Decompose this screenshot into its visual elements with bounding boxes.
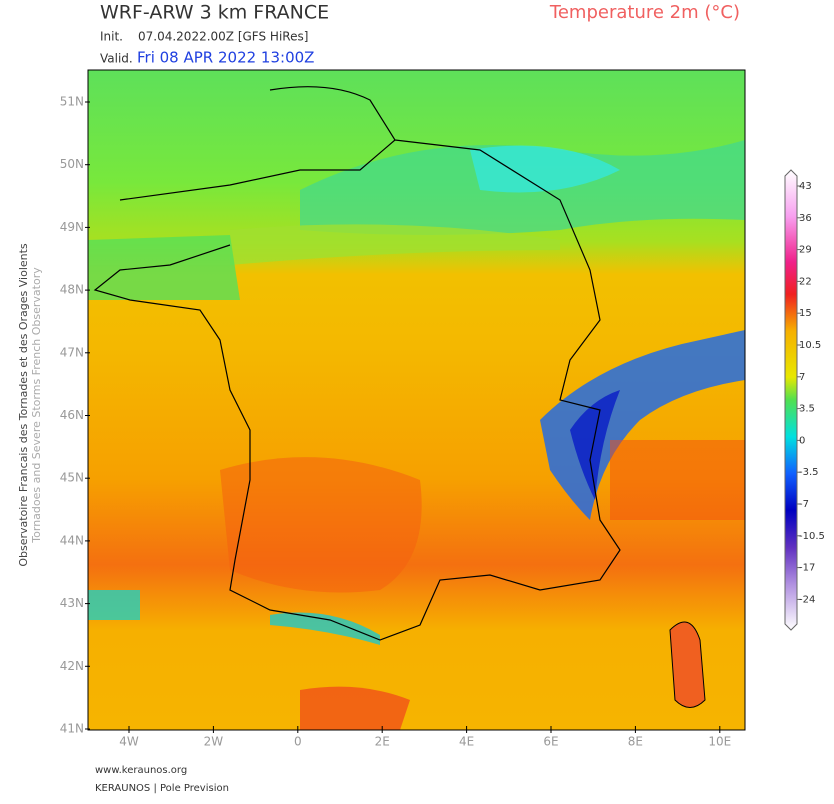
lat-label: 46N [60, 408, 84, 422]
colorbar-label: 29 [799, 245, 812, 256]
colorbar: 43 36 29 22 15 10.5 7 3.5 0 -3.5 -7 -10.5 -17 -24 [784, 169, 825, 631]
parameter: Temperature 2m (°C) [549, 2, 740, 23]
colorbar-label: 15 [799, 308, 812, 319]
pyrenees [270, 612, 380, 645]
lon-label: 4W [119, 735, 139, 749]
warm-zone [300, 686, 410, 730]
lat-label: 45N [60, 471, 84, 485]
lat-label: 43N [60, 596, 84, 610]
cool-zone [470, 145, 620, 193]
colorbar-label: 0 [799, 435, 805, 446]
footer-url: www.keraunos.org [95, 765, 187, 776]
lat-label: 49N [60, 220, 84, 234]
valid-label: Valid. [100, 52, 133, 66]
lon-label: 0 [294, 735, 302, 749]
footer-credit: KERAUNOS | Pole Prevision [95, 783, 229, 794]
colorbar-label: -17 [799, 563, 815, 574]
colorbar-ticks: 43 36 29 22 15 10.5 7 3.5 0 -3.5 -7 -10.5 -17 -24 [797, 181, 825, 605]
side-line2: Tornadoes and Severe Storms French Obser… [30, 267, 43, 544]
lat-label: 41N [60, 722, 84, 736]
side-line1: Observatoire Francais des Tornades et de… [17, 243, 30, 567]
lat-label: 48N [60, 283, 84, 297]
brittany-cool [88, 235, 240, 300]
corsica [669, 621, 706, 708]
colorbar-label: 36 [799, 213, 812, 224]
pyrenees-west [88, 590, 140, 620]
lon-label: 4E [459, 735, 474, 749]
warm-zone [220, 457, 422, 593]
colorbar-bar [784, 169, 798, 631]
axes: 51N 50N 49N 48N 47N 46N 45N 44N 43N 42N 41N 4W 2W 0 2E… [60, 95, 731, 749]
map [87, 69, 746, 731]
init-value: 07.04.2022.00Z [GFS HiRes] [138, 30, 308, 44]
lon-label: 8E [628, 735, 643, 749]
lat-label: 51N [60, 95, 84, 109]
lat-label: 44N [60, 533, 84, 547]
map-frame [87, 69, 746, 731]
colorbar-label: 43 [799, 181, 812, 192]
lon-label: 6E [543, 735, 558, 749]
lon-label: 2E [375, 735, 390, 749]
valid-value: Fri 08 APR 2022 13:00Z [137, 49, 314, 67]
alps-coldest [570, 390, 620, 500]
init-label: Init. [100, 30, 123, 44]
colorbar-label: -24 [799, 594, 815, 605]
colorbar-label: -10.5 [799, 531, 825, 542]
colorbar-label: -7 [799, 499, 809, 510]
title: WRF-ARW 3 km FRANCE [100, 2, 329, 24]
side-text: Observatoire Francais des Tornades et de… [17, 243, 43, 567]
warm-zone [610, 440, 745, 520]
lat-label: 50N [60, 157, 84, 171]
colorbar-label: 3.5 [799, 404, 815, 415]
lat-label: 47N [60, 345, 84, 359]
lon-label: 10E [708, 735, 731, 749]
colorbar-label: -3.5 [799, 467, 819, 478]
colorbar-label: 22 [799, 276, 812, 287]
coastline [93, 86, 621, 641]
lon-label: 2W [204, 735, 224, 749]
transition-zone [230, 224, 560, 265]
colorbar-label: 10.5 [799, 340, 821, 351]
lat-label: 42N [60, 659, 84, 673]
colorbar-label: 7 [799, 372, 805, 383]
